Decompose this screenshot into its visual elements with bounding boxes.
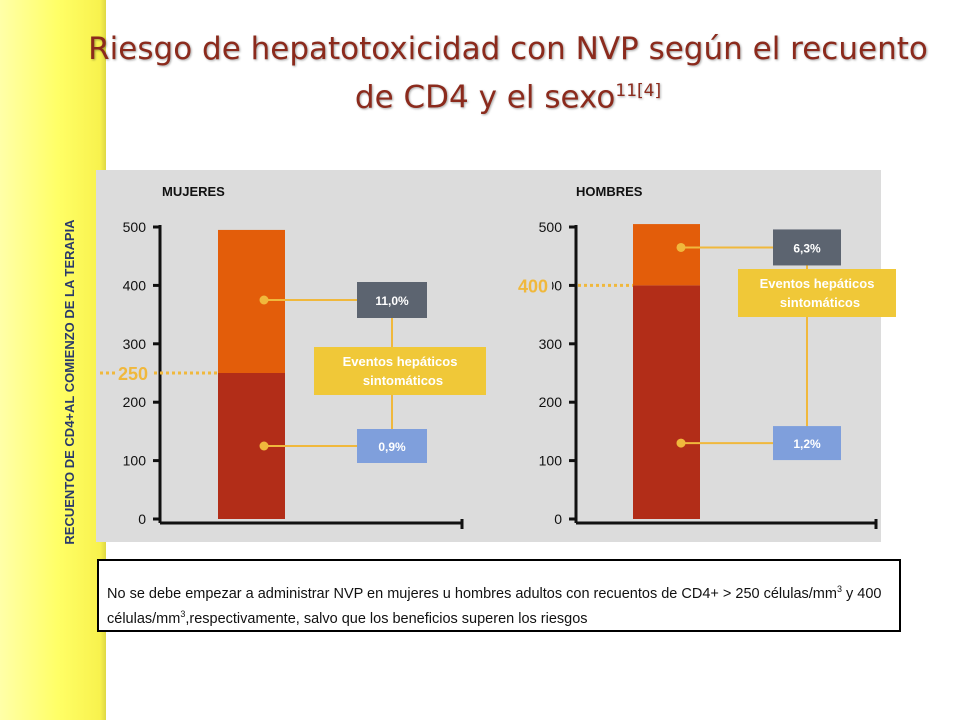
lower-dot xyxy=(676,438,686,448)
note-superscript-1: 3 xyxy=(836,584,842,594)
y-tick-label: 300 xyxy=(123,336,147,352)
note-text-2: y 400 células/mm xyxy=(107,585,882,627)
chart-title: HOMBRES xyxy=(576,184,643,199)
y-tick-label: 500 xyxy=(539,219,563,235)
callout-box xyxy=(738,269,896,317)
threshold-label: 250 xyxy=(118,364,148,384)
lower-percent-label: 1,2% xyxy=(793,437,821,451)
note-text-3: ,respectivamente, salvo que los benefici… xyxy=(185,610,588,627)
y-tick-label: 0 xyxy=(138,511,146,527)
upper-percent-label: 6,3% xyxy=(793,241,821,255)
threshold-label: 400 xyxy=(518,276,548,296)
callout-line-2: sintomáticos xyxy=(780,295,860,310)
note-superscript-2: 3 xyxy=(180,608,186,619)
lower-percent-label: 0,9% xyxy=(378,440,406,454)
upper-percent-label: 11,0% xyxy=(375,294,409,308)
threshold-label-bg xyxy=(116,362,152,384)
bar-segment-1 xyxy=(633,224,700,286)
note-text-1: No se debe empezar a administrar NVP en … xyxy=(107,585,837,602)
callout-line-1: Eventos hepáticos xyxy=(343,354,458,369)
upper-dot xyxy=(259,295,269,305)
callout-line-1: Eventos hepáticos xyxy=(760,276,875,291)
y-tick-label: 200 xyxy=(123,394,147,410)
lower-percent-box xyxy=(357,429,427,463)
y-tick-label: 300 xyxy=(539,336,563,352)
bar-segment-0 xyxy=(633,285,700,519)
chart-title: MUJERES xyxy=(162,184,225,199)
slide-title: Riesgo de hepatotoxicidad con NVP según … xyxy=(88,28,928,118)
y-tick-label: 100 xyxy=(539,453,563,469)
callout-box xyxy=(314,347,486,395)
lower-dot xyxy=(259,441,269,451)
lower-percent-box xyxy=(773,426,841,461)
title-reference: 11[4] xyxy=(615,81,662,101)
y-tick-label: 200 xyxy=(539,394,563,410)
y-tick-label: 500 xyxy=(123,219,147,235)
y-tick-label: 400 xyxy=(123,277,147,293)
callout-line-2: sintomáticos xyxy=(363,373,443,388)
title-text: Riesgo de hepatotoxicidad con NVP según … xyxy=(88,31,928,116)
upper-percent-box xyxy=(773,229,841,266)
threshold-label-bg xyxy=(516,274,552,297)
upper-dot xyxy=(676,242,686,252)
recommendation-note: No se debe empezar a administrar NVP en … xyxy=(97,559,901,632)
y-tick-label: 0 xyxy=(554,511,562,527)
y-tick-label: 100 xyxy=(123,453,147,469)
bar-segment-1 xyxy=(218,229,285,373)
upper-percent-box xyxy=(357,282,427,318)
